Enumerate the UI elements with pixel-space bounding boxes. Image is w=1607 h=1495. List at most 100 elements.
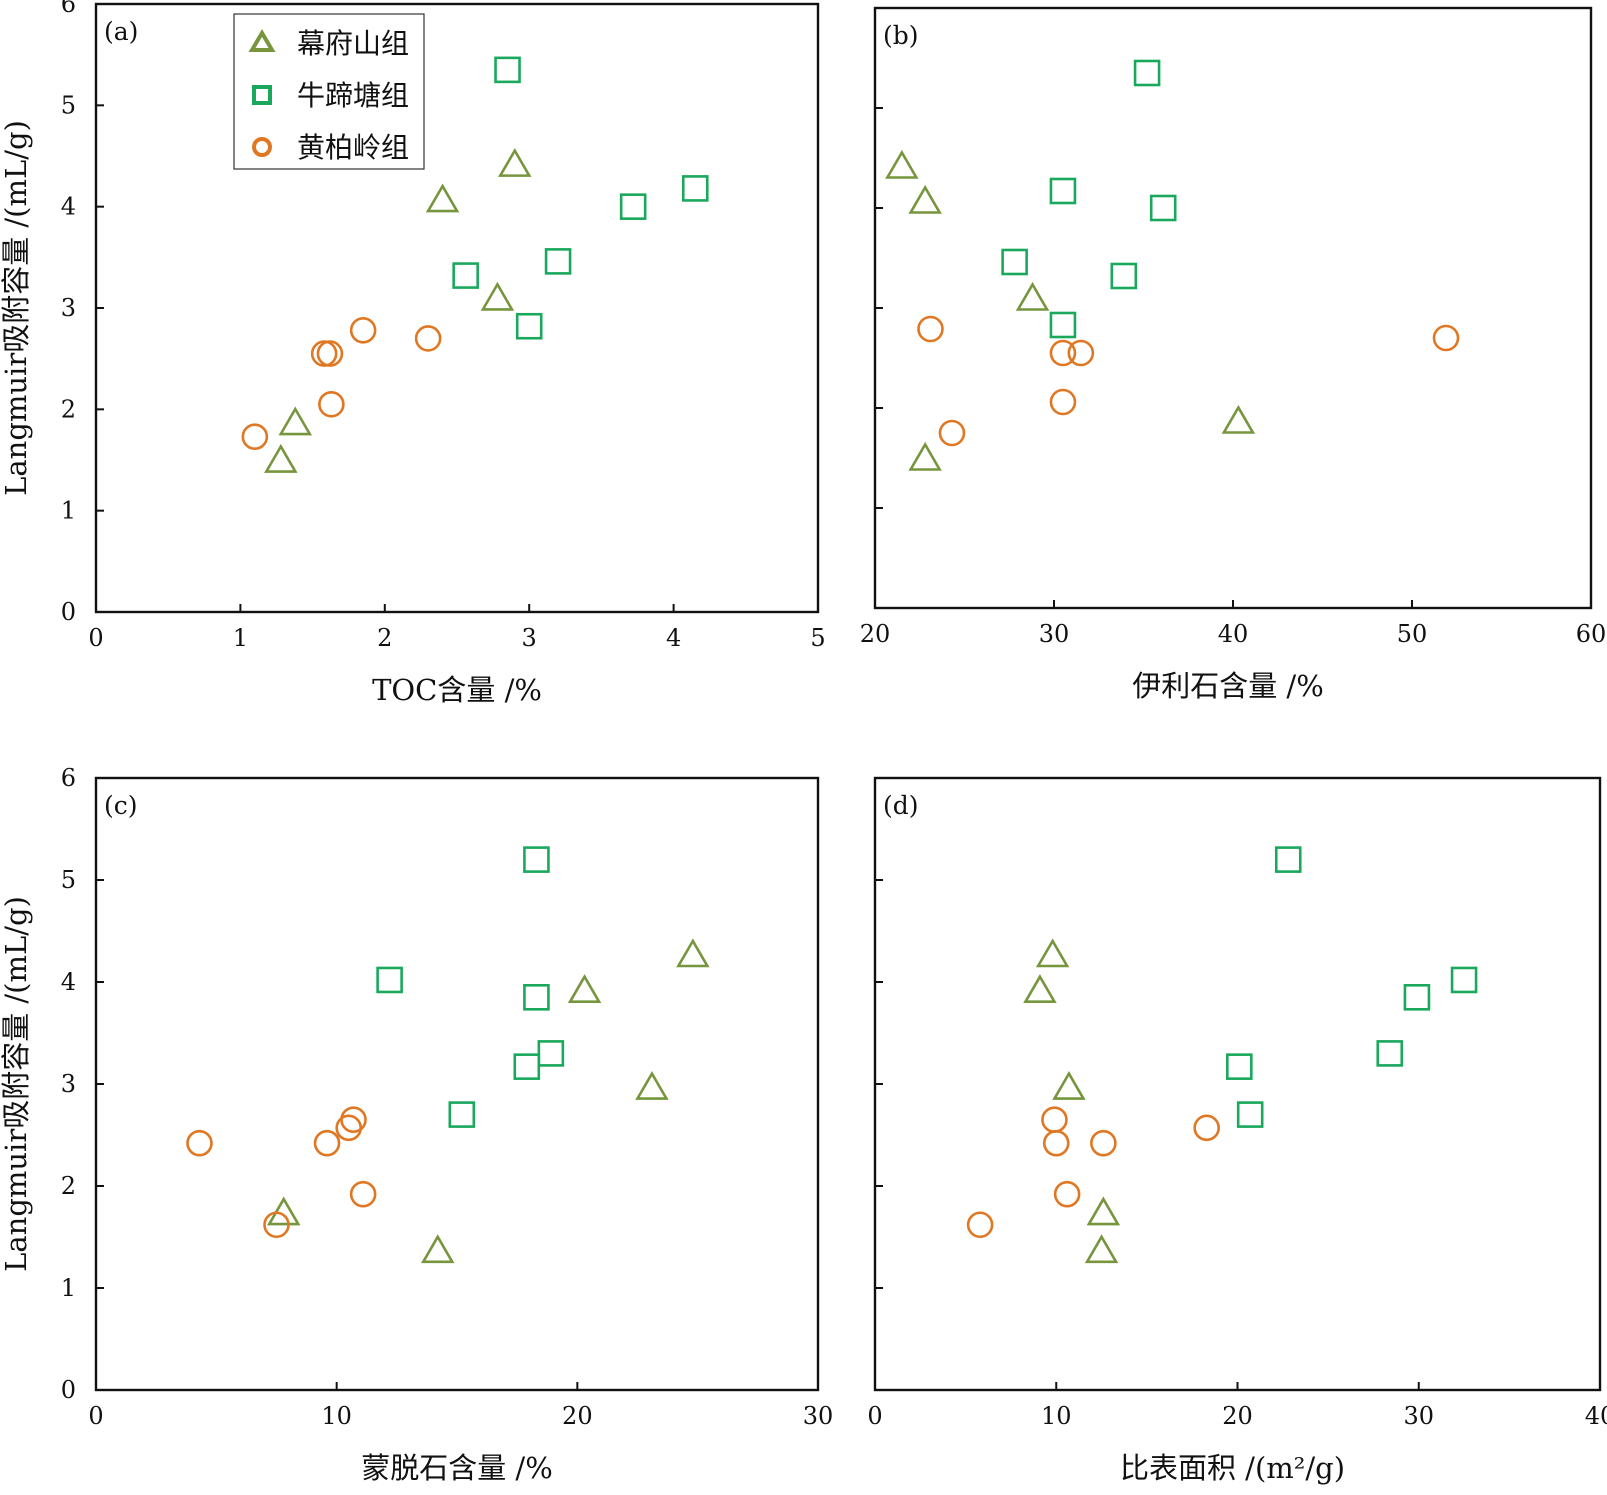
- series-niutitang: [376, 846, 565, 1128]
- y-tick-label: 5: [61, 866, 76, 894]
- data-point-mufushan: [676, 938, 710, 968]
- triangle-marker-icon: [248, 29, 276, 52]
- data-point-niutitang: [544, 248, 572, 275]
- y-tick-label: 0: [61, 598, 76, 626]
- data-point-niutitang: [523, 846, 550, 873]
- x-tick-label: 1: [233, 624, 248, 652]
- data-point-niutitang: [1149, 194, 1177, 222]
- data-point-niutitang: [619, 193, 647, 220]
- data-point-mufushan: [480, 281, 515, 311]
- x-tick-label: 0: [867, 1402, 882, 1430]
- x-tick-label: 5: [810, 624, 825, 652]
- legend-label: 幕府山组: [297, 27, 409, 60]
- data-point-huangbailing: [1042, 1129, 1070, 1157]
- series-niutitang: [452, 56, 709, 340]
- panel-label: (b): [883, 21, 919, 50]
- y-tick-label: 4: [61, 968, 76, 996]
- panel-label: (a): [104, 17, 138, 46]
- x-tick-label: 20: [562, 1402, 593, 1430]
- x-tick-label: 2: [377, 624, 392, 652]
- data-point-mufushan: [498, 148, 532, 177]
- y-tick-label: 1: [61, 1274, 76, 1302]
- data-point-niutitang: [1236, 1101, 1264, 1128]
- y-tick-label: 3: [61, 1070, 76, 1098]
- data-point-mufushan: [1035, 938, 1070, 968]
- data-point-huangbailing: [1053, 1180, 1081, 1208]
- data-point-niutitang: [1133, 59, 1161, 87]
- y-tick-label: 6: [61, 764, 76, 792]
- data-point-niutitang: [513, 1053, 541, 1080]
- data-point-mufushan: [264, 443, 298, 473]
- data-point-niutitang: [452, 262, 479, 289]
- series-mufushan: [264, 148, 532, 473]
- series-huangbailing: [966, 1106, 1220, 1239]
- legend-item-huangbailing: 黄柏岭组: [252, 131, 409, 164]
- legend-label: 牛蹄塘组: [297, 79, 409, 112]
- data-point-niutitang: [494, 56, 521, 84]
- x-tick-label: 30: [803, 1402, 834, 1430]
- data-point-mufushan: [635, 1071, 669, 1100]
- data-point-huangbailing: [938, 419, 966, 447]
- x-axis-title: 蒙脱石含量 /%: [361, 1451, 553, 1485]
- data-point-huangbailing: [349, 1180, 377, 1208]
- data-point-mufushan: [567, 974, 602, 1004]
- series-niutitang: [1226, 846, 1478, 1128]
- y-tick-label: 4: [61, 193, 76, 221]
- data-point-huangbailing: [1041, 1106, 1068, 1133]
- chart-panel-d: 0 10 20 30 40 (d) 比表面积 /(m²/g): [867, 776, 1607, 1485]
- x-tick-label: 10: [321, 1402, 352, 1430]
- x-tick-label: 50: [1397, 620, 1428, 648]
- y-tick-label: 1: [61, 497, 76, 525]
- x-axis-title: 比表面积 /(m²/g): [1120, 1451, 1345, 1485]
- data-point-mufushan: [1084, 1234, 1119, 1264]
- data-point-huangbailing: [1432, 324, 1460, 352]
- series-niutitang: [1001, 59, 1177, 339]
- square-marker-icon: [252, 85, 272, 105]
- data-point-mufushan: [266, 1196, 301, 1226]
- x-tick-label: 20: [1222, 1402, 1253, 1430]
- data-point-mufushan: [908, 441, 942, 471]
- y-tick-label: 3: [61, 294, 76, 322]
- data-point-mufushan: [885, 149, 919, 179]
- data-point-huangbailing: [335, 1114, 363, 1142]
- panel-label: (c): [104, 791, 138, 820]
- series-huangbailing: [186, 1106, 377, 1239]
- data-point-mufushan: [425, 183, 460, 213]
- data-point-huangbailing: [1067, 339, 1095, 367]
- data-point-niutitang: [523, 983, 550, 1011]
- plot-frame: [873, 6, 1593, 610]
- data-point-niutitang: [1226, 1053, 1253, 1080]
- legend-item-niutitang: 牛蹄塘组: [252, 79, 409, 112]
- y-axis-title: Langmuir吸附容量 /(mL/g): [0, 896, 33, 1272]
- data-point-mufushan: [278, 406, 313, 436]
- y-tick-label: 6: [61, 0, 76, 18]
- x-tick-label: 0: [88, 624, 103, 652]
- chart-panel-c: 0 1 2 3 4 5 6 0 10 20 30 (c) 蒙脱石含量 /% Langmuir吸附容量 /(…: [0, 764, 833, 1485]
- data-point-huangbailing: [1049, 339, 1077, 367]
- x-tick-label: 4: [666, 624, 681, 652]
- y-tick-label: 2: [61, 395, 76, 423]
- data-point-mufushan: [908, 184, 942, 214]
- data-point-mufushan: [1015, 281, 1050, 311]
- y-tick-label: 2: [61, 1172, 76, 1200]
- data-point-niutitang: [1110, 262, 1138, 290]
- data-point-huangbailing: [966, 1211, 994, 1239]
- x-tick-label: 60: [1576, 620, 1607, 648]
- data-point-mufushan: [1052, 1071, 1086, 1100]
- data-point-mufushan: [1086, 1196, 1121, 1226]
- data-point-niutitang: [515, 312, 543, 340]
- series-mufushan: [885, 149, 1256, 471]
- x-tick-label: 30: [1403, 1402, 1434, 1430]
- x-axis-title: 伊利石含量 /%: [1132, 669, 1324, 703]
- data-point-niutitang: [376, 966, 403, 994]
- plot-frame: [94, 2, 820, 614]
- data-point-niutitang: [1001, 248, 1028, 276]
- data-point-niutitang: [537, 1040, 565, 1067]
- series-mufushan: [266, 938, 710, 1264]
- plot-frame: [873, 776, 1602, 1392]
- data-point-huangbailing: [186, 1129, 213, 1157]
- data-point-huangbailing: [318, 390, 345, 418]
- data-point-huangbailing: [263, 1211, 290, 1239]
- x-axis-title: TOC含量 /%: [372, 673, 542, 707]
